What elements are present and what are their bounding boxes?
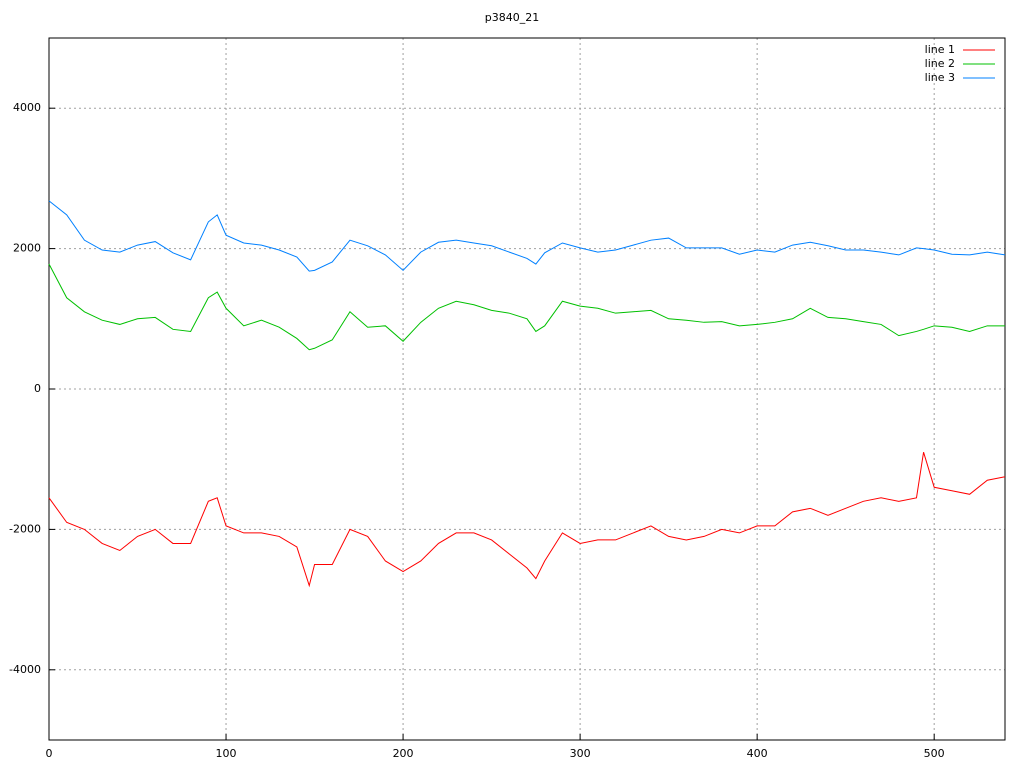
line-series: [48, 200, 1006, 272]
x-tick-label: 300: [570, 747, 591, 760]
y-tick-label: -2000: [9, 522, 41, 535]
x-tick-label: 500: [924, 747, 945, 760]
plot-frame: [48, 37, 1006, 741]
x-tick-label: 400: [747, 747, 768, 760]
y-tick-label: -4000: [9, 663, 41, 676]
x-tick-label: 100: [216, 747, 237, 760]
chart-title: p3840_21: [485, 11, 539, 24]
line-series: [48, 452, 1006, 588]
x-tick-label: 200: [393, 747, 414, 760]
legend-label: line 2: [925, 57, 955, 70]
y-tick-label: 4000: [13, 101, 41, 114]
line-series: [48, 263, 1005, 351]
legend-label: line 1: [925, 43, 955, 56]
legend-label: line 3: [925, 71, 955, 84]
x-tick-label: 0: [46, 747, 53, 760]
y-tick-label: 0: [34, 382, 41, 395]
y-tick-label: 2000: [13, 242, 41, 255]
